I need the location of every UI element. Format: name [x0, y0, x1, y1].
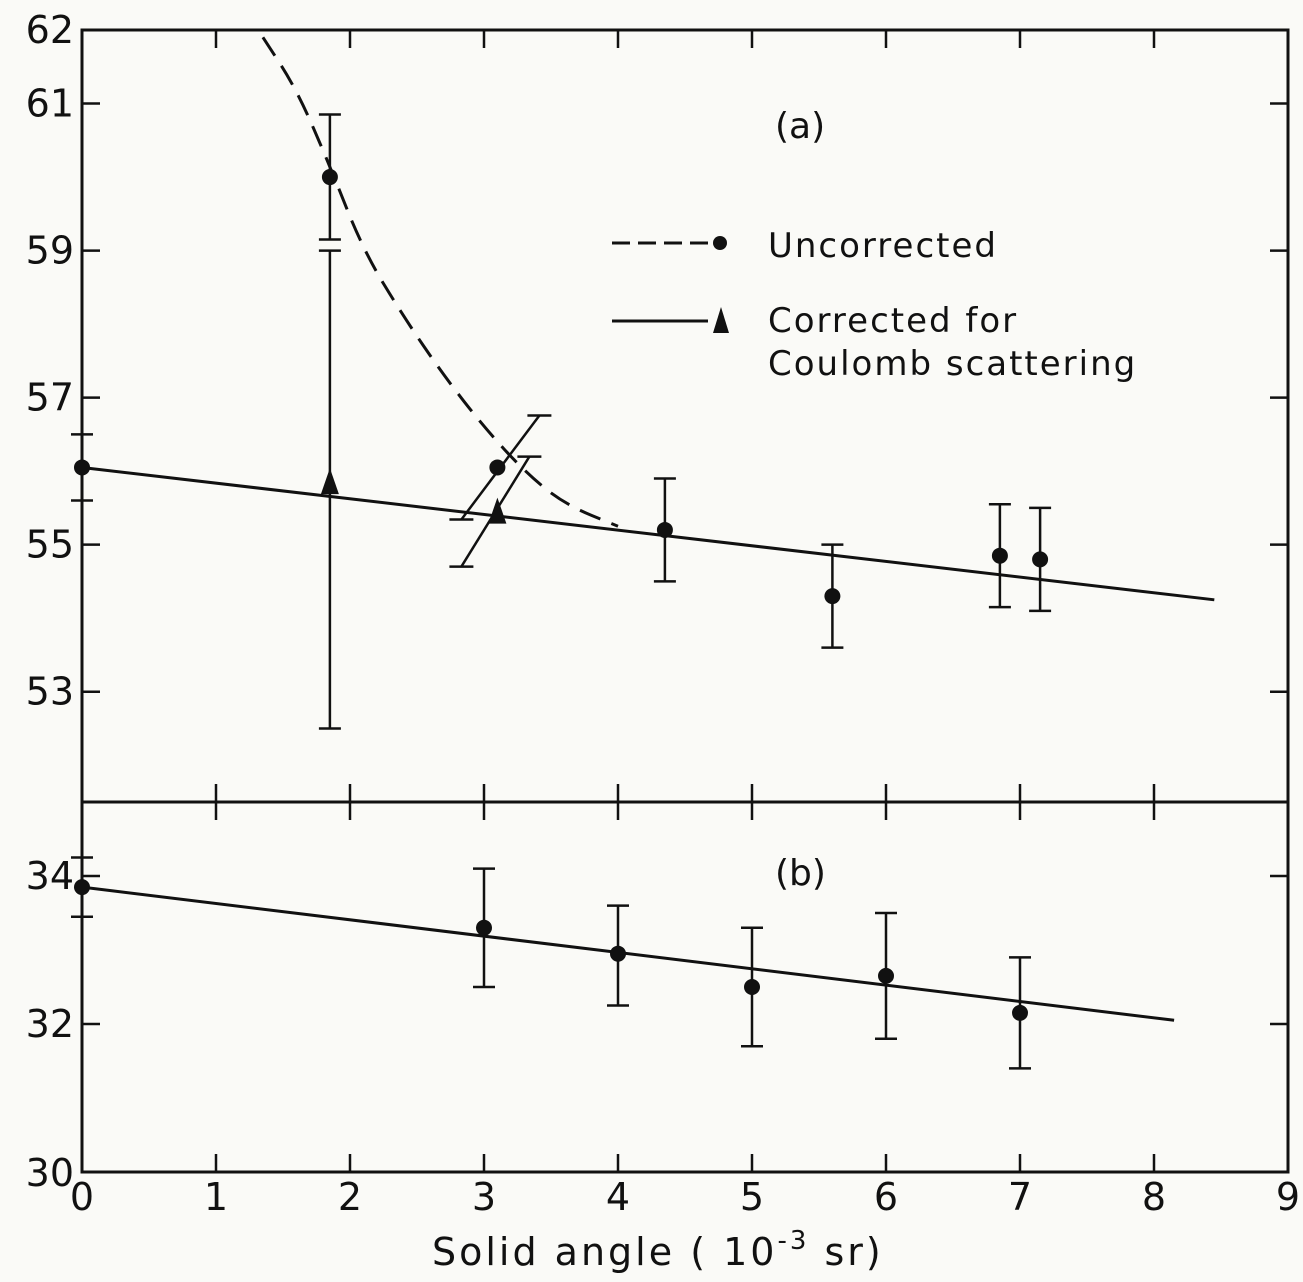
legend-triangle-marker	[713, 307, 729, 333]
panel-b-fit-line	[81, 885, 1175, 1022]
x-tick-label-1: 1	[204, 1175, 228, 1219]
legend-corrected-label-1: Corrected for	[768, 301, 1018, 341]
panel-a-corrected-point-0	[320, 468, 339, 495]
x-tick-label-3: 3	[472, 1175, 496, 1219]
legend-circle-marker	[713, 236, 727, 250]
panel-b-marks	[71, 856, 1175, 1070]
x-axis-title: Solid angle ( 10-3 sr)	[432, 1226, 884, 1274]
legend-uncorrected-label: Uncorrected	[768, 226, 998, 266]
panel-a-uncorrected-curve	[261, 36, 619, 528]
x-axis-title-superscript: -3	[777, 1226, 809, 1256]
x-tick-label-6: 6	[874, 1175, 898, 1219]
panel-b-point-1	[476, 919, 492, 936]
panel-b-point-4	[878, 967, 894, 984]
x-tick-label-9: 9	[1276, 1175, 1300, 1219]
y-tick-label-b-30: 30	[26, 1151, 74, 1195]
panel-b-frame	[80, 800, 1290, 1174]
x-tick-label-7: 7	[1008, 1175, 1032, 1219]
panel-b-point-3	[744, 979, 760, 995]
y-tick-label-a-61: 61	[26, 82, 74, 126]
panel-a-uncorrected-point-1	[321, 169, 338, 186]
x-tick-label-2: 2	[338, 1175, 362, 1219]
y-tick-label-b-34: 34	[26, 854, 74, 898]
panel-b-point-2	[610, 945, 626, 962]
panel-a-marks	[71, 36, 1215, 730]
y-tick-label-a-55: 55	[26, 523, 74, 567]
x-axis-title-main: Solid angle ( 10	[432, 1230, 777, 1274]
panel-a-uncorrected-point-4	[824, 588, 841, 605]
x-axis-title-unit: sr)	[809, 1230, 883, 1274]
legend-corrected-label-2: Coulomb scattering	[768, 344, 1137, 384]
legend: Uncorrected Corrected for Coulomb scatte…	[612, 226, 1137, 384]
panel-a-fit-line	[81, 465, 1215, 602]
y-tick-label-a-59: 59	[26, 229, 74, 273]
panel-a-uncorrected-point-5	[991, 547, 1008, 564]
x-tick-label-4: 4	[606, 1175, 630, 1219]
x-tick-label-8: 8	[1142, 1175, 1166, 1219]
y-tick-label-a-62: 62	[26, 8, 74, 52]
panel-a-frame	[80, 28, 1290, 804]
x-tick-label-0: 0	[70, 1175, 94, 1219]
panel-a-uncorrected-point-6	[1032, 551, 1049, 568]
panel-b-label: (b)	[775, 853, 826, 894]
panel-a-corrected-point-1	[488, 497, 507, 524]
y-tick-label-a-57: 57	[26, 376, 74, 420]
x-tick-label-5: 5	[740, 1175, 764, 1219]
panel-a-uncorrected-point-0	[74, 459, 90, 476]
axis-ticks	[82, 30, 1288, 1172]
panel-b-point-0	[74, 879, 90, 896]
y-tick-label-a-53: 53	[26, 670, 74, 714]
panel-a-label: (a)	[775, 106, 825, 147]
panel-a-uncorrected-point-2	[489, 459, 506, 476]
y-tick-label-b-32: 32	[26, 1002, 74, 1046]
panel-a-uncorrected-point-3	[656, 521, 673, 538]
panel-b-point-5	[1012, 1004, 1028, 1021]
